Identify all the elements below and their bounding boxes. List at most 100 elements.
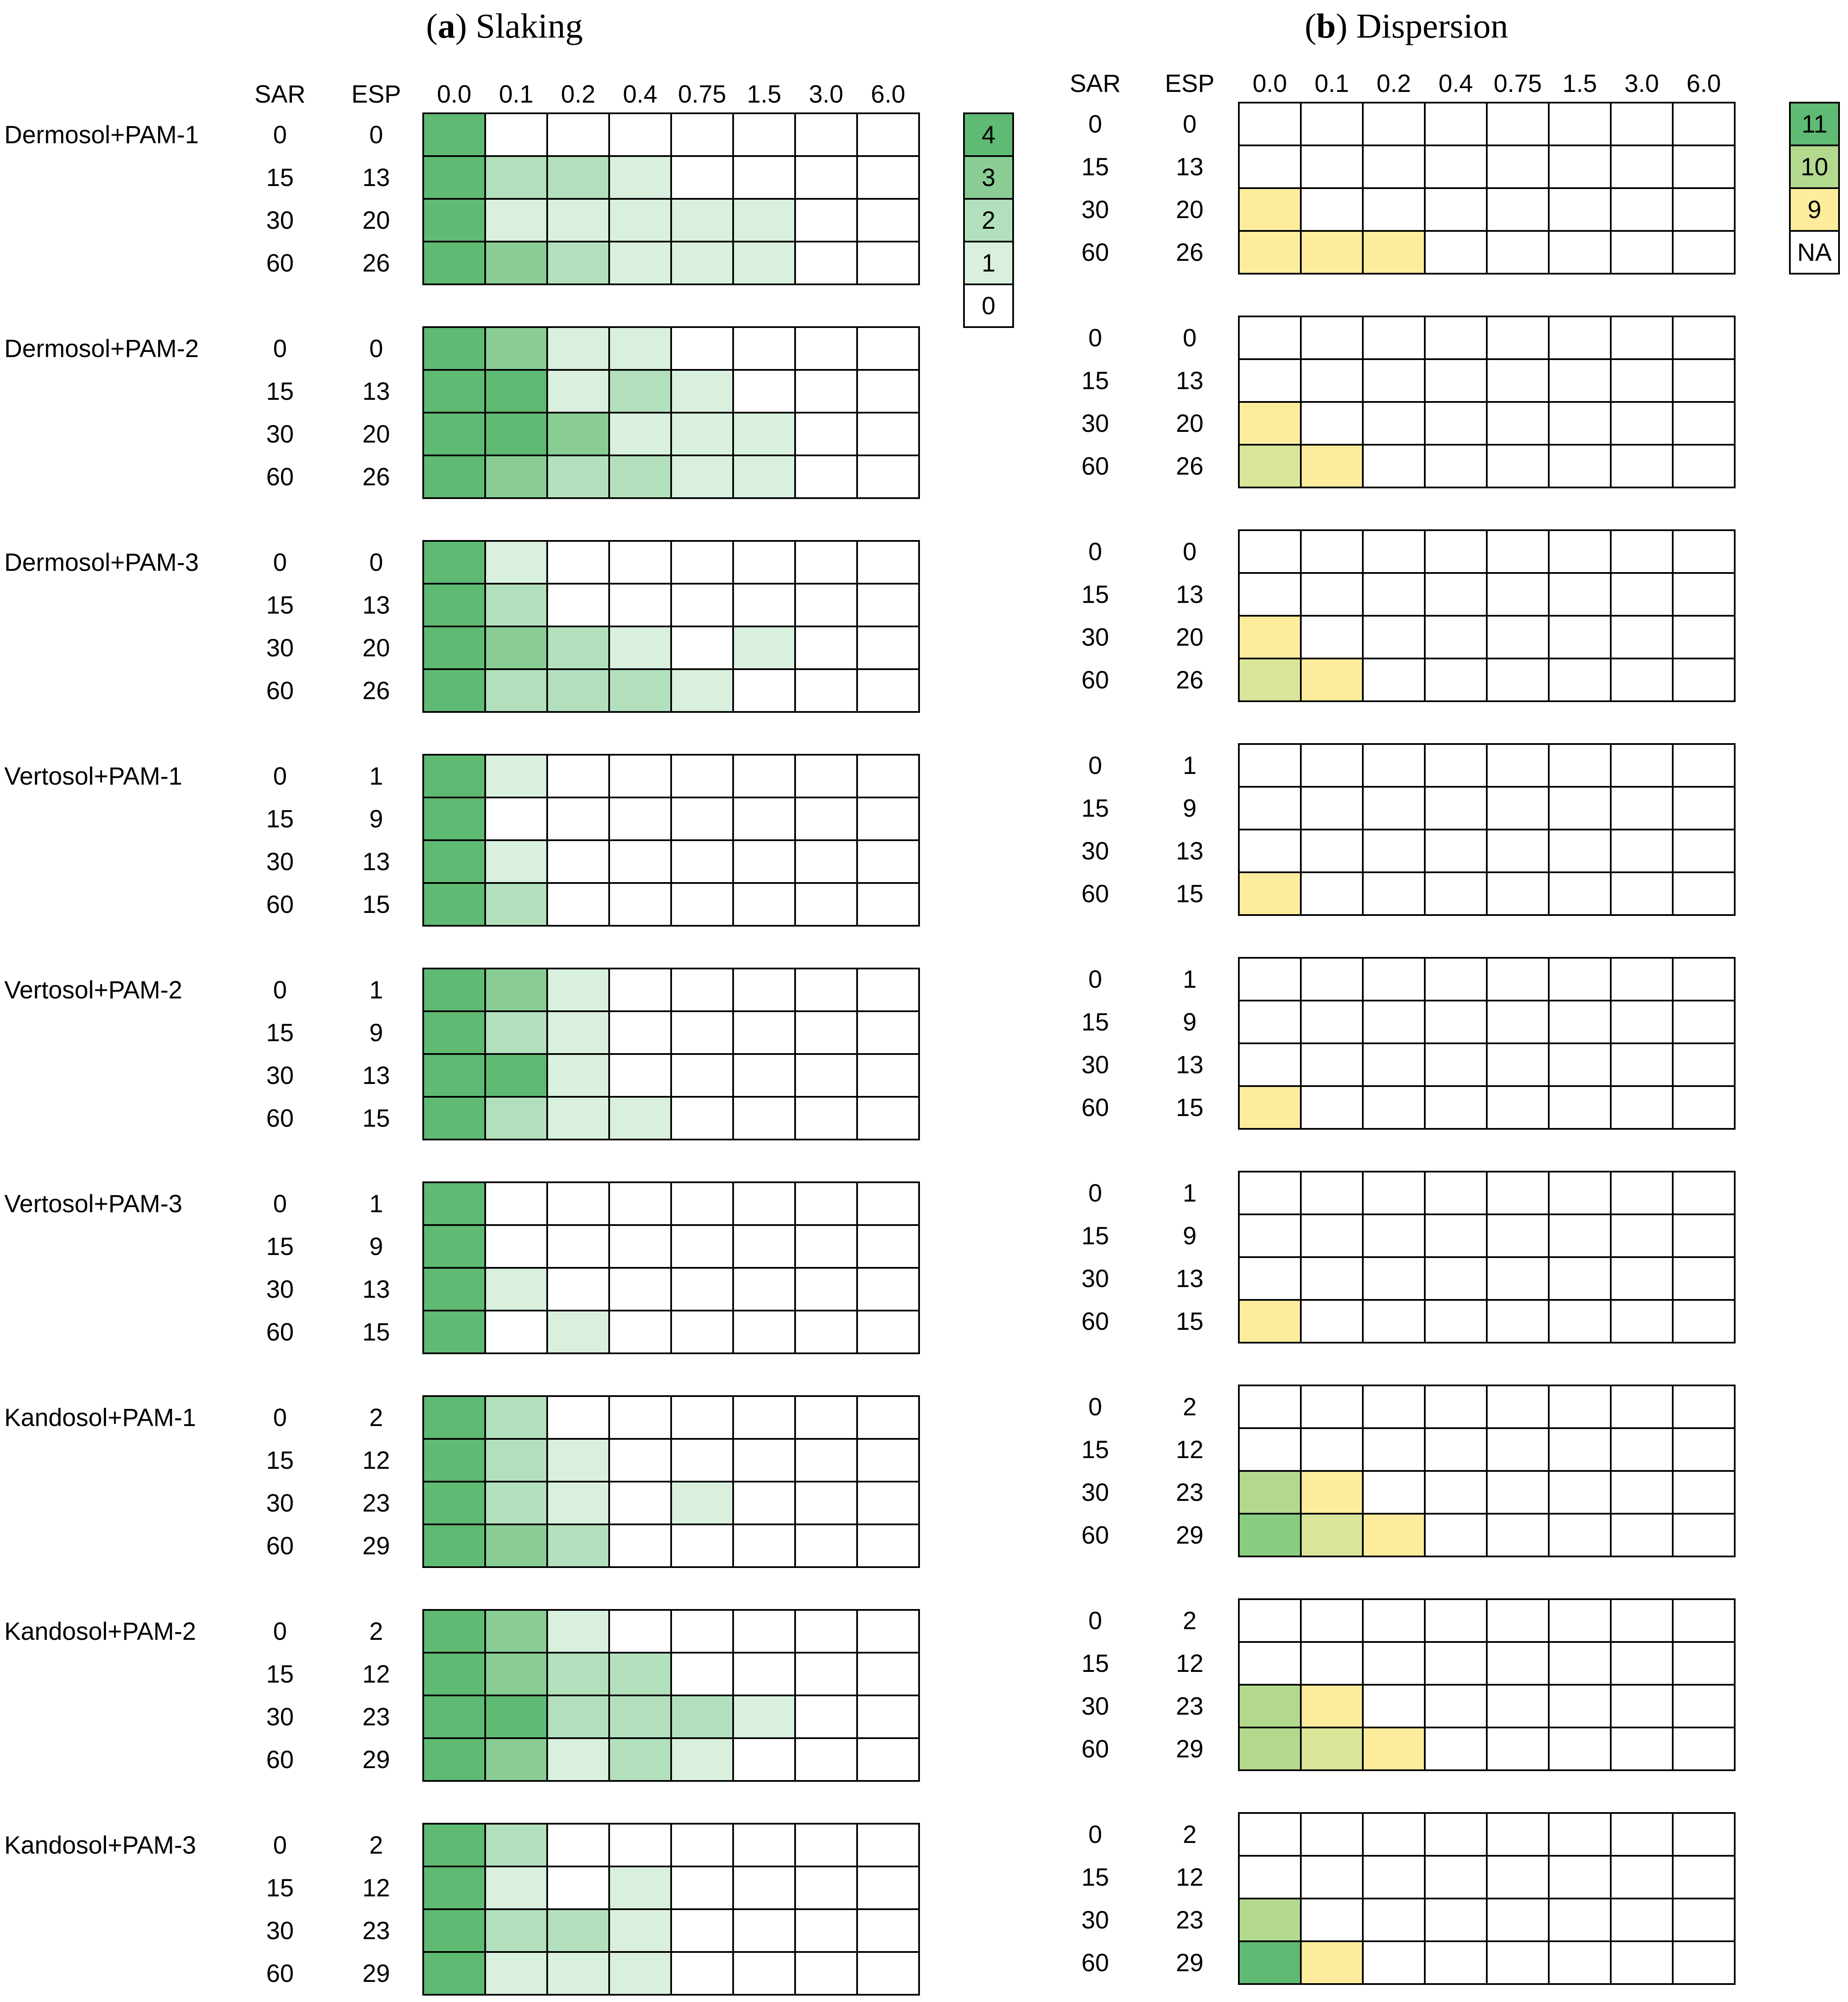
column-label: 0.4 bbox=[1438, 70, 1473, 97]
heatmap-cell bbox=[546, 1395, 610, 1440]
sar-value: 0 bbox=[1088, 110, 1102, 138]
heatmap-cell bbox=[1238, 1598, 1302, 1643]
heatmap-cell bbox=[1238, 230, 1302, 275]
heatmap-cell bbox=[484, 1267, 548, 1311]
heatmap-cell bbox=[1300, 743, 1364, 788]
heatmap-cell bbox=[1610, 1855, 1674, 1899]
heatmap-cell bbox=[1610, 1641, 1674, 1686]
esp-value: 29 bbox=[363, 1960, 390, 1987]
heatmap-cell bbox=[1424, 957, 1488, 1001]
heatmap-cell bbox=[1548, 529, 1612, 574]
heatmap-cell bbox=[1362, 102, 1426, 146]
heatmap-cell bbox=[856, 455, 920, 499]
sar-value: 0 bbox=[1088, 1607, 1102, 1635]
heatmap-cell bbox=[422, 1053, 486, 1098]
heatmap-cell bbox=[1362, 1085, 1426, 1130]
heatmap-cell bbox=[1610, 1171, 1674, 1215]
heatmap-cell bbox=[1548, 1727, 1612, 1771]
heatmap-cell bbox=[1300, 1513, 1364, 1557]
heatmap-cell bbox=[422, 1652, 486, 1696]
sar-value: 60 bbox=[1082, 1094, 1109, 1122]
heatmap-cell bbox=[1300, 658, 1364, 702]
heatmap-cell bbox=[1610, 1000, 1674, 1044]
heatmap-cell bbox=[856, 1267, 920, 1311]
heatmap-cell bbox=[1300, 1171, 1364, 1215]
heatmap-cell bbox=[1610, 529, 1674, 574]
heatmap-cell bbox=[1362, 871, 1426, 916]
heatmap-cell bbox=[732, 1652, 796, 1696]
sar-value: 30 bbox=[266, 1917, 294, 1945]
heatmap-cell bbox=[1548, 1299, 1612, 1344]
heatmap-cell bbox=[1238, 957, 1302, 1001]
heatmap-cell bbox=[670, 797, 734, 841]
heatmap-cell bbox=[1486, 1812, 1550, 1857]
heatmap-cell bbox=[1362, 1513, 1426, 1557]
heatmap-cell bbox=[484, 241, 548, 285]
heatmap-cell bbox=[608, 112, 672, 157]
esp-value: 15 bbox=[363, 891, 390, 918]
heatmap-cell bbox=[670, 1181, 734, 1226]
esp-value: 23 bbox=[1176, 1906, 1204, 1934]
heatmap-cell bbox=[422, 1481, 486, 1525]
heatmap-cell bbox=[794, 1224, 858, 1269]
heatmap-cell bbox=[1238, 1000, 1302, 1044]
heatmap-cell bbox=[1672, 1898, 1736, 1942]
heatmap-cell bbox=[1362, 1727, 1426, 1771]
sar-value: 60 bbox=[1082, 239, 1109, 266]
heatmap-cell bbox=[484, 540, 548, 585]
heatmap-cell bbox=[1610, 358, 1674, 403]
legend-label: 4 bbox=[981, 121, 995, 149]
heatmap-cell bbox=[1548, 1085, 1612, 1130]
heatmap-cell bbox=[732, 668, 796, 713]
heatmap-cell bbox=[794, 540, 858, 585]
heatmap-cell bbox=[1548, 743, 1612, 788]
slaking-panel: Dermosol+PAM-1 0 0 15 13 30 20 60 26 bbox=[4, 112, 920, 285]
heatmap-cell bbox=[1486, 1940, 1550, 1985]
slaking-chart: (a) Slaking SAR ESP 0.0 0.1 0.2 0.4 0.75 1.5 3.0 6… bbox=[4, 6, 1014, 1996]
sar-value: 60 bbox=[266, 249, 294, 277]
heatmap-cell bbox=[1300, 187, 1364, 232]
heatmap-cell bbox=[856, 754, 920, 798]
heatmap-cell bbox=[546, 1908, 610, 1953]
heatmap-cell bbox=[670, 1481, 734, 1525]
heatmap-cell bbox=[1362, 1898, 1426, 1942]
esp-value: 15 bbox=[1176, 1308, 1204, 1335]
heatmap-cell bbox=[484, 1053, 548, 1098]
heatmap-cell bbox=[1238, 829, 1302, 873]
sar-value: 60 bbox=[266, 1318, 294, 1346]
heatmap-cell bbox=[422, 412, 486, 456]
heatmap-cell bbox=[1300, 1898, 1364, 1942]
heatmap-cell bbox=[484, 1481, 548, 1525]
sar-value: 30 bbox=[1082, 1265, 1109, 1293]
sar-value: 15 bbox=[266, 1660, 294, 1688]
heatmap-cell bbox=[1300, 1598, 1364, 1643]
heatmap-cell bbox=[608, 540, 672, 585]
heatmap-cell bbox=[794, 1524, 858, 1568]
heatmap-cell bbox=[794, 1481, 858, 1525]
esp-value: 29 bbox=[1176, 1735, 1204, 1763]
heatmap-cell bbox=[422, 1438, 486, 1482]
sar-value: 60 bbox=[266, 1532, 294, 1560]
heatmap-cell bbox=[670, 1053, 734, 1098]
heatmap-cell bbox=[1300, 1641, 1364, 1686]
heatmap-cell bbox=[1300, 358, 1364, 403]
heatmap-cell bbox=[794, 1438, 858, 1482]
heatmap-cell bbox=[1672, 572, 1736, 617]
sar-value: 60 bbox=[1082, 452, 1109, 480]
heatmap-cell bbox=[546, 1823, 610, 1867]
heatmap-cell bbox=[546, 1695, 610, 1739]
heatmap-cell bbox=[1424, 358, 1488, 403]
heatmap-cell bbox=[670, 1866, 734, 1910]
heatmap-cell bbox=[546, 1866, 610, 1910]
heatmap-cell bbox=[1486, 444, 1550, 488]
heatmap-cell bbox=[1238, 1256, 1302, 1301]
heatmap-cell bbox=[608, 583, 672, 627]
heatmap-cell bbox=[484, 1438, 548, 1482]
dispersion-legend: 11 10 9 NA bbox=[1789, 102, 1840, 275]
heatmap-cell bbox=[1424, 1727, 1488, 1771]
heatmap-cell bbox=[856, 1053, 920, 1098]
heatmap-cell bbox=[856, 155, 920, 200]
heatmap-cell bbox=[1548, 786, 1612, 830]
slaking-panel: Dermosol+PAM-2 0 0 15 13 30 20 60 26 bbox=[4, 326, 920, 499]
heatmap-cell bbox=[1424, 1427, 1488, 1472]
